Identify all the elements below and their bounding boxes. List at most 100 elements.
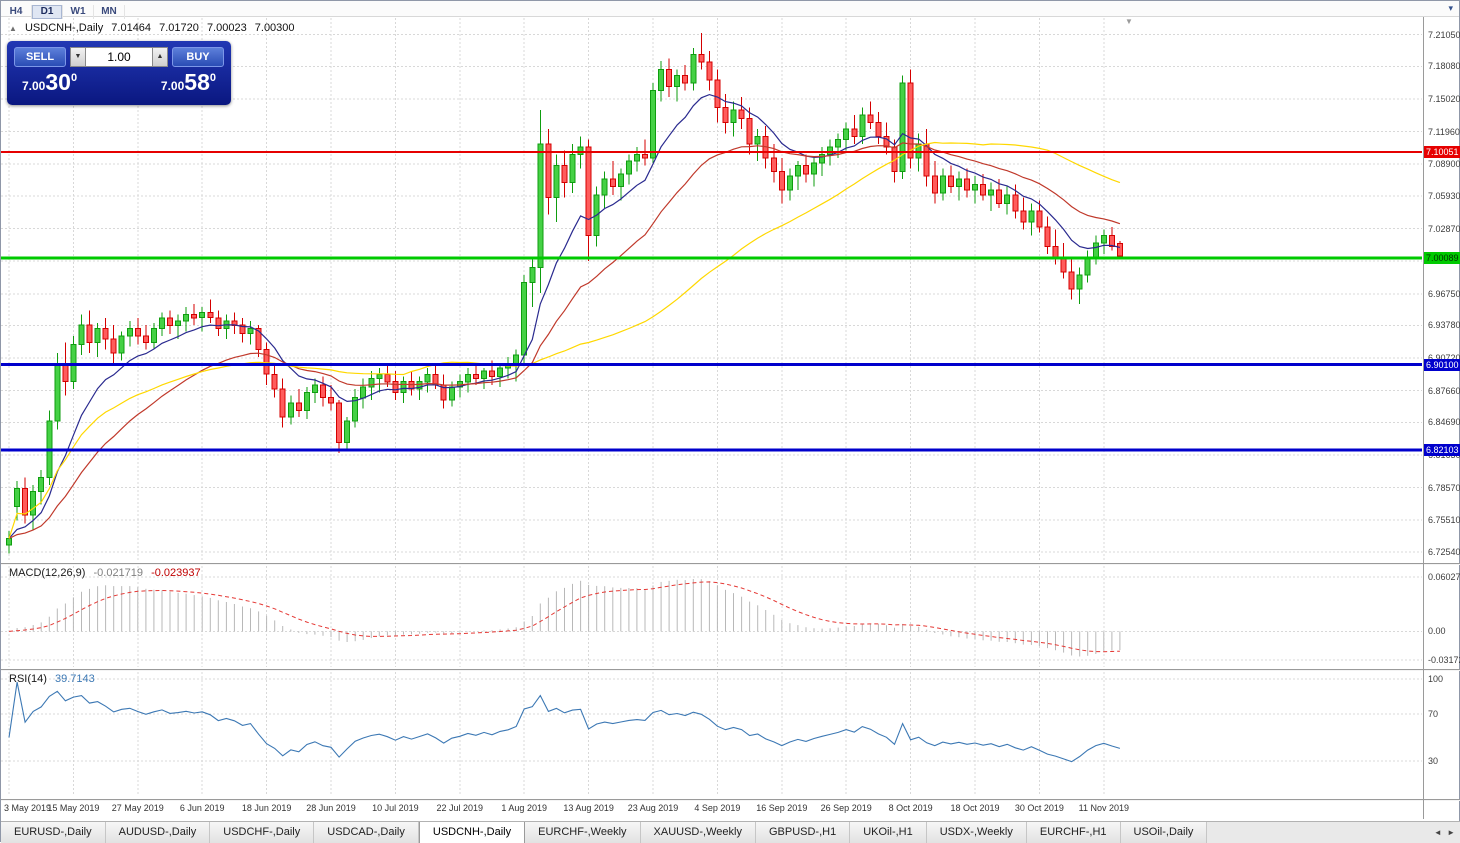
bullish-candle [972,184,978,191]
one-click-trading-panel: SELL ▼ 1.00 ▲ BUY 7.00300 7.00580 [7,41,231,105]
chart-tab-usdx-weekly[interactable]: USDX-,Weekly [926,822,1027,843]
bearish-candle [666,68,673,87]
chart-tab-usdchf-daily[interactable]: USDCHF-,Daily [210,822,315,843]
bearish-candle [271,373,278,390]
bearish-candle [746,117,753,145]
bullish-candle [70,343,77,383]
candlestick-chart[interactable] [1,1,1460,821]
price-scale-label: 6.87660 [1428,385,1460,396]
bearish-candle [489,370,495,377]
bullish-candle [786,175,793,191]
bearish-candle [1020,210,1027,223]
bullish-candle [625,160,632,175]
time-axis-label: 6 Jun 2019 [179,803,225,813]
tabs-scroll-left-icon[interactable]: ◄ [1433,828,1442,837]
bearish-candle [770,157,777,173]
bullish-candle [1100,235,1107,244]
rsi-scale-label: 100 [1428,674,1444,684]
bearish-candle [263,349,270,375]
bearish-candle [392,381,399,393]
sell-button[interactable]: SELL [14,47,66,67]
time-axis-label: 11 Nov 2019 [1078,803,1129,813]
volume-stepper[interactable]: ▼ 1.00 ▲ [70,47,168,67]
bullish-candle [416,381,423,390]
chart-tab-audusd-daily[interactable]: AUDUSD-,Daily [105,822,211,843]
price-scale-label: 7.18080 [1428,61,1460,72]
chart-tab-gbpusd-h1[interactable]: GBPUSD-,H1 [755,822,851,843]
bullish-candle [537,143,544,269]
bullish-candle [899,82,906,173]
price-scale-border[interactable] [1423,16,1424,819]
timeframe-toolbar: H4 D1 W1 MN ▾ [1,1,1459,19]
bearish-candle [609,178,616,188]
chart-tab-eurchf-h1[interactable]: EURCHF-,H1 [1026,822,1121,843]
bullish-candle [368,378,375,388]
bearish-candle [698,53,705,63]
time-axis-label: 13 Aug 2019 [563,803,614,813]
buy-price-big: 58 [184,69,210,95]
chart-shift-marker-icon[interactable]: ▼ [1125,17,1133,26]
volume-value[interactable]: 1.00 [86,47,152,67]
collapse-icon[interactable]: ▲ [9,24,17,33]
time-axis-label: 18 Jun 2019 [241,803,292,813]
time-axis-label: 15 May 2019 [47,803,100,813]
bullish-candle [690,53,697,84]
bullish-candle [159,317,165,329]
volume-increase-icon[interactable]: ▲ [152,47,168,67]
price-scale-label: 7.02870 [1428,223,1460,234]
bullish-candle [175,320,182,326]
bearish-candle [295,402,302,412]
bullish-candle [843,128,850,141]
chart-tabs: EURUSD-,Daily AUDUSD-,Daily USDCHF-,Daily U… [1,822,1208,843]
chart-tab-usdcnh-daily[interactable]: USDCNH-,Daily [418,822,526,843]
chart-tab-eurusd-daily[interactable]: EURUSD-,Daily [1,822,106,843]
bullish-candle [617,173,624,188]
timeframe-button-w1[interactable]: W1 [63,5,94,19]
trade-prices-row: 7.00300 7.00580 [14,69,224,96]
rsi-scale-label: 30 [1428,755,1439,766]
bearish-candle [867,114,874,124]
bullish-candle [481,370,487,380]
bullish-candle [730,109,737,124]
timeframe-button-h4[interactable]: H4 [1,5,32,19]
time-axis-label: 28 Jun 2019 [306,803,356,813]
pane-separator-macd[interactable] [1,563,1460,565]
bullish-candle [126,327,133,337]
symbol-title: USDCNH-,Daily [24,22,104,34]
bullish-candle [658,68,665,92]
bullish-candle [303,391,310,411]
chart-tab-usdcad-daily[interactable]: USDCAD-,Daily [314,822,419,843]
toolbar-overflow-icon[interactable]: ▾ [1448,3,1453,13]
bullish-candle [633,154,640,162]
chart-tab-eurchf-weekly[interactable]: EURCHF-,Weekly [525,822,641,843]
chart-tab-xauusd-weekly[interactable]: XAUUSD-,Weekly [640,822,756,843]
bearish-candle [472,373,479,380]
bullish-candle [553,164,560,198]
timeframe-button-d1[interactable]: D1 [32,5,63,19]
bearish-candle [1044,226,1051,247]
ohlc-open: 7.01464 [111,22,152,34]
pane-separator-rsi[interactable] [1,669,1460,671]
bearish-candle [1036,210,1043,228]
tabs-scroll-right-icon[interactable]: ► [1447,828,1455,837]
rsi-scale-label: 70 [1428,709,1439,720]
bearish-candle [320,384,326,399]
timeframe-button-mn[interactable]: MN [94,5,125,19]
buy-button[interactable]: BUY [172,47,224,67]
time-axis-label: 16 Sep 2019 [756,803,808,813]
bearish-candle [207,311,214,319]
time-axis-label: 3 May 2019 [4,803,52,813]
macd-scale-label: -0.03172 [1428,655,1460,666]
bearish-candle [408,381,415,390]
bearish-candle [980,184,987,196]
ohlc-close: 7.00300 [254,22,295,34]
time-axis-label: 23 Aug 2019 [627,803,679,813]
chart-tab-usoil-daily[interactable]: USOil-,Daily [1120,822,1208,843]
chart-tab-ukoil-h1[interactable]: UKOil-,H1 [850,822,927,843]
bearish-candle [714,79,721,109]
bullish-candle [311,384,318,393]
volume-decrease-icon[interactable]: ▼ [70,47,86,67]
bearish-candle [142,335,149,343]
bullish-candle [601,178,608,196]
